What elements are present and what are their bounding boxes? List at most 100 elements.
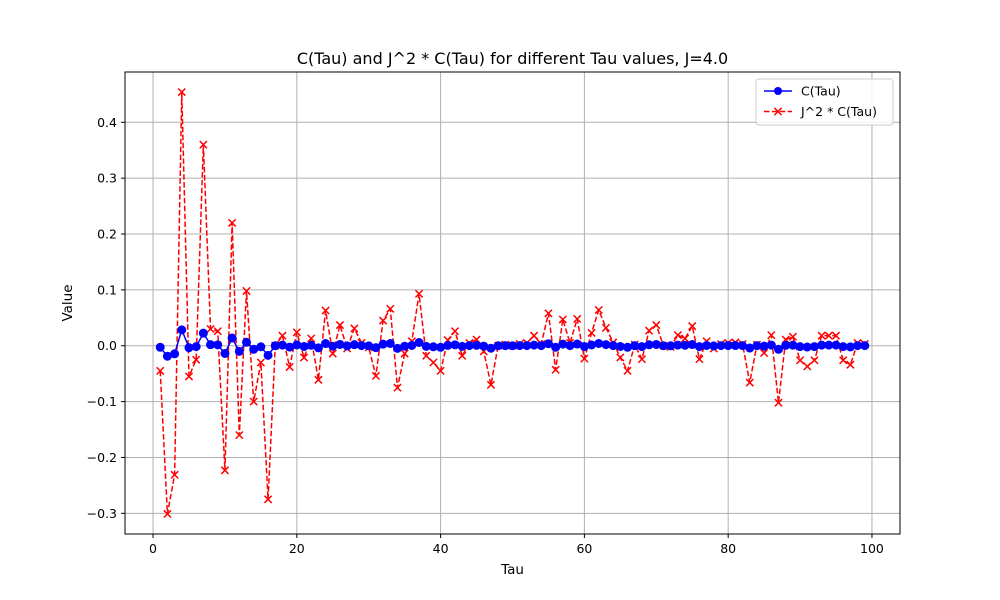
data-point	[543, 339, 553, 349]
data-point	[299, 341, 309, 351]
data-point	[810, 356, 819, 365]
data-point	[579, 342, 589, 352]
series-c-tau	[155, 325, 870, 361]
data-point	[831, 340, 841, 350]
data-point	[263, 495, 273, 504]
data-point	[242, 286, 251, 296]
data-point	[400, 349, 409, 358]
data-point	[241, 337, 251, 347]
data-point	[321, 306, 330, 315]
x-tick-label: 100	[860, 541, 884, 556]
data-point	[803, 362, 812, 371]
data-point	[831, 331, 841, 340]
data-point	[292, 328, 301, 337]
x-tick-label: 40	[433, 541, 449, 556]
y-tick-label: −0.2	[87, 450, 117, 465]
data-point	[206, 324, 215, 334]
data-point	[328, 341, 338, 351]
data-point	[263, 350, 273, 360]
data-point	[249, 397, 258, 406]
data-point	[637, 355, 647, 364]
data-point	[328, 349, 337, 358]
data-point	[845, 342, 855, 352]
data-point	[529, 331, 539, 340]
y-tick-label: 0.1	[97, 282, 117, 297]
data-point	[393, 383, 402, 392]
data-point	[544, 309, 553, 318]
data-point	[573, 314, 582, 324]
data-point	[759, 348, 769, 358]
data-point	[759, 341, 769, 351]
legend: C(Tau) J^2 * C(Tau)	[755, 78, 894, 126]
data-point	[177, 325, 187, 335]
data-point	[817, 331, 826, 340]
data-point	[860, 341, 870, 351]
data-point	[198, 328, 208, 338]
legend-label: J^2 * C(Tau)	[800, 104, 877, 119]
data-point	[227, 218, 237, 227]
data-point	[774, 398, 783, 407]
data-point	[378, 316, 388, 325]
data-point	[587, 328, 596, 338]
data-point	[170, 349, 180, 359]
data-point	[695, 355, 704, 364]
data-point	[745, 378, 754, 387]
plot-frame	[124, 71, 901, 535]
data-point	[227, 333, 237, 343]
y-axis-label: Value	[60, 284, 76, 321]
data-point	[551, 365, 560, 374]
data-point	[371, 343, 381, 353]
legend-marker	[774, 87, 782, 95]
data-point	[313, 343, 323, 353]
data-point	[292, 340, 302, 350]
data-point	[616, 353, 625, 362]
data-point	[385, 338, 395, 348]
data-point	[191, 342, 201, 352]
data-point	[623, 342, 633, 352]
data-point	[234, 346, 244, 356]
data-point	[558, 315, 567, 324]
data-point	[788, 340, 798, 350]
data-point	[788, 332, 798, 341]
data-point	[220, 466, 230, 475]
x-tick-label: 20	[289, 541, 305, 556]
data-point	[587, 340, 597, 350]
data-point	[580, 354, 589, 363]
data-point	[220, 349, 230, 359]
data-point	[688, 322, 697, 331]
data-point	[307, 334, 316, 343]
data-point	[623, 366, 632, 376]
data-point	[651, 339, 661, 349]
data-point	[637, 342, 647, 352]
x-tick-label: 80	[720, 541, 736, 556]
y-tick-label: 0.2	[97, 227, 117, 242]
data-point	[601, 323, 611, 332]
data-point	[558, 339, 568, 349]
data-point	[839, 356, 848, 365]
data-point	[256, 342, 266, 352]
data-point	[184, 343, 194, 353]
y-tick-label: 0.4	[97, 115, 117, 130]
data-point	[436, 366, 445, 376]
y-tick-label: −0.1	[87, 394, 117, 409]
data-point	[565, 341, 575, 351]
data-point	[422, 351, 431, 360]
axis-ticks: 0 20 40 60 80 100 −0.3 −0.2 −0.1 0.0 0.1 0.2 0.3 0.4	[87, 115, 884, 556]
data-point	[824, 331, 833, 340]
y-tick-label: −0.3	[87, 506, 117, 521]
data-point	[795, 356, 805, 365]
x-axis-label: Tau	[500, 562, 524, 578]
data-point	[766, 340, 776, 350]
x-tick-label: 0	[149, 541, 157, 556]
data-point	[335, 339, 345, 349]
data-point	[177, 87, 186, 97]
data-point	[450, 327, 460, 336]
data-point	[278, 331, 287, 340]
data-point	[199, 140, 208, 149]
data-point	[235, 430, 244, 440]
data-point	[155, 342, 165, 352]
data-point	[652, 320, 661, 330]
data-point	[192, 355, 201, 364]
data-point	[256, 358, 266, 367]
data-point	[644, 326, 654, 335]
